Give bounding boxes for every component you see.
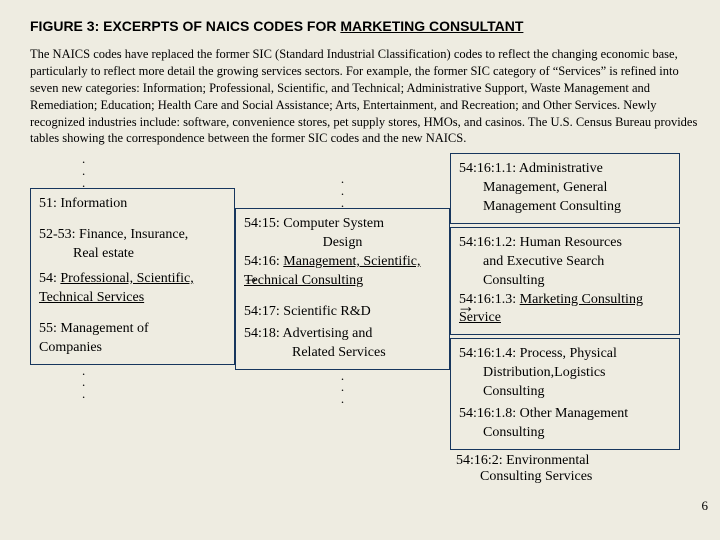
- ellipsis-icon: ...: [30, 153, 235, 188]
- column-2: ... → 54:15: Computer System Design 54:1…: [235, 153, 450, 485]
- naics-541614-a: 54:16:1.4: Process, Physical: [459, 345, 671, 364]
- col3-box2: → 54:16:1.2: Human Resources and Executi…: [450, 227, 680, 335]
- ellipsis-icon: ...: [235, 370, 450, 405]
- naics-51: 51: Information: [39, 195, 226, 214]
- naics-5415-a: 54:15: Computer System: [244, 215, 441, 234]
- naics-541618-b: Consulting: [459, 424, 671, 443]
- naics-5416: 54:16: Management, Scientific, Technical…: [244, 253, 441, 291]
- naics-5415-b: Design: [244, 234, 441, 253]
- naics-541611-c: Management Consulting: [459, 198, 671, 217]
- ellipsis-icon: ...: [235, 173, 450, 208]
- column-1: ... 51: Information 52-53: Finance, Insu…: [30, 153, 235, 485]
- arrow-icon: →: [457, 294, 475, 318]
- title-underlined: MARKETING CONSULTANT: [340, 18, 523, 34]
- arrow-icon: →: [242, 265, 260, 289]
- naics-5418-a: 54:18: Advertising and: [244, 325, 441, 344]
- page-number: 6: [702, 498, 709, 514]
- naics-541611-a: 54:16:1.1: Administrative: [459, 160, 671, 179]
- naics-541611-b: Management, General: [459, 179, 671, 198]
- naics-54162-a: 54:16:2: Environmental: [450, 453, 680, 469]
- naics-5418-b: Related Services: [244, 344, 441, 363]
- intro-paragraph: The NAICS codes have replaced the former…: [30, 46, 698, 147]
- naics-54162-b: Consulting Services: [450, 469, 680, 485]
- naics-54: 54: Professional, Scientific, Technical …: [39, 270, 226, 308]
- col3-box3: 54:16:1.4: Process, Physical Distributio…: [450, 338, 680, 449]
- naics-541613: 54:16:1.3: Marketing Consulting Service: [459, 291, 671, 329]
- naics-541614-c: Consulting: [459, 383, 671, 402]
- naics-541618-a: 54:16:1.8: Other Management: [459, 405, 671, 424]
- naics-52-53-b: Real estate: [39, 245, 226, 264]
- column-3: 54:16:1.1: Administrative Management, Ge…: [450, 153, 680, 485]
- naics-541612-a: 54:16:1.2: Human Resources: [459, 234, 671, 253]
- ellipsis-icon: ...: [30, 365, 235, 400]
- naics-541612-c: Consulting: [459, 272, 671, 291]
- col1-box: 51: Information 52-53: Finance, Insuranc…: [30, 188, 235, 364]
- col2-box: → 54:15: Computer System Design 54:16: M…: [235, 208, 450, 369]
- naics-55-b: Companies: [39, 339, 226, 358]
- naics-5417: 54:17: Scientific R&D: [244, 303, 441, 322]
- naics-52-53-a: 52-53: Finance, Insurance,: [39, 226, 226, 245]
- title-prefix: FIGURE 3: EXCERPTS OF NAICS CODES FOR: [30, 18, 340, 34]
- col3-box1: 54:16:1.1: Administrative Management, Ge…: [450, 153, 680, 224]
- naics-55-a: 55: Management of: [39, 320, 226, 339]
- naics-541612-b: and Executive Search: [459, 253, 671, 272]
- naics-541614-b: Distribution,Logistics: [459, 364, 671, 383]
- columns-container: ... 51: Information 52-53: Finance, Insu…: [30, 153, 698, 485]
- figure-title: FIGURE 3: EXCERPTS OF NAICS CODES FOR MA…: [30, 18, 698, 34]
